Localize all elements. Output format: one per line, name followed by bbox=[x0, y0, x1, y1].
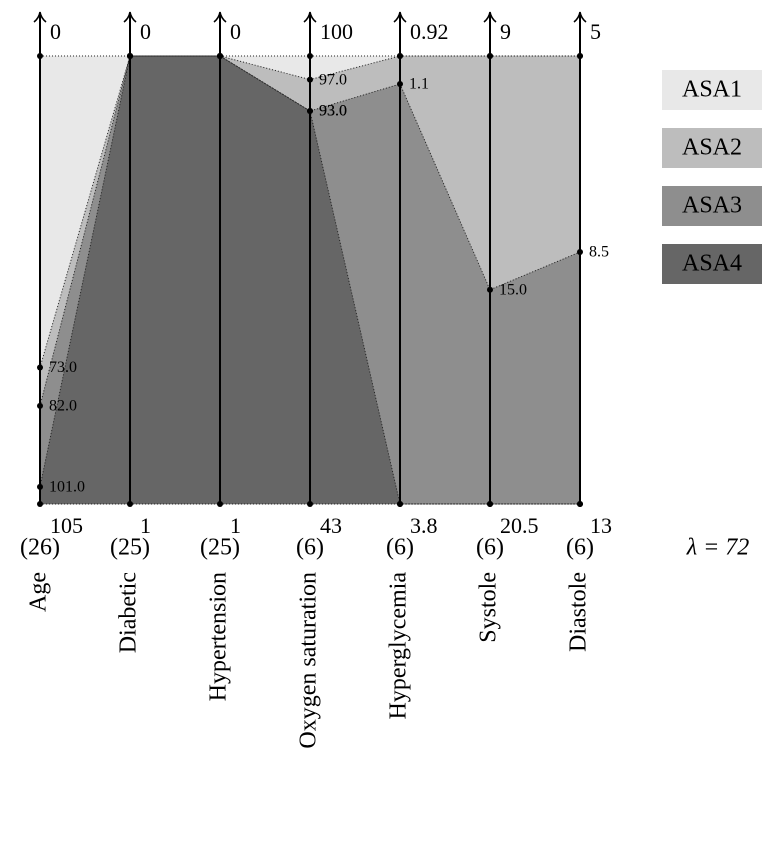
boundary-label: 1.1 bbox=[409, 76, 429, 93]
boundary-label: 73.0 bbox=[49, 359, 77, 376]
boundary-label: 93.0 bbox=[319, 103, 347, 120]
axis-name: Systole bbox=[476, 572, 502, 643]
boundary-label: 97.0 bbox=[319, 71, 347, 88]
axis-end-label: 105 bbox=[50, 513, 83, 538]
axis-name: Hyperglycemia bbox=[386, 572, 412, 720]
axis-name: Diastole bbox=[566, 572, 592, 652]
axis-end-label: 100 bbox=[320, 19, 353, 44]
axis-weight: (6) bbox=[386, 535, 414, 561]
boundary-dot bbox=[217, 53, 223, 59]
axis-end-dot bbox=[37, 53, 43, 59]
axis-end-label: 0.92 bbox=[410, 19, 449, 44]
axis-name: Oxygen saturation bbox=[296, 572, 322, 749]
axis-end-label: 13 bbox=[590, 513, 612, 538]
boundary-dot bbox=[487, 53, 493, 59]
boundary-label: 8.5 bbox=[589, 244, 609, 261]
boundary-dot bbox=[397, 81, 403, 87]
axis-name: Hypertension bbox=[206, 572, 232, 701]
boundary-dot bbox=[37, 483, 43, 490]
axis-arrow bbox=[33, 11, 47, 23]
axis-weight: (25) bbox=[200, 535, 240, 561]
axis-end-label: 43 bbox=[320, 513, 342, 538]
boundary-dot bbox=[487, 286, 493, 293]
axis-arrow bbox=[573, 11, 587, 23]
boundary-dot bbox=[127, 53, 133, 59]
axis-arrow bbox=[393, 11, 407, 23]
boundary-dot bbox=[577, 501, 583, 507]
axis-end-dot bbox=[127, 501, 133, 507]
boundary-label: 15.0 bbox=[499, 281, 527, 298]
axis-end-dot bbox=[307, 501, 313, 507]
axis-end-dot bbox=[217, 501, 223, 507]
axis-end-label: 0 bbox=[140, 19, 151, 44]
axis-end-label: 20.5 bbox=[500, 513, 539, 538]
legend-swatch bbox=[662, 186, 762, 226]
axis-end-label: 0 bbox=[50, 19, 61, 44]
boundary-label: 101.0 bbox=[49, 479, 85, 496]
boundary-dot bbox=[487, 501, 493, 507]
axis-end-label: 5 bbox=[590, 19, 601, 44]
boundary-label: 82.0 bbox=[49, 398, 77, 415]
axis-arrow bbox=[483, 11, 497, 23]
lambda-label: λ = 72 bbox=[686, 535, 750, 561]
axis-end-label: 0 bbox=[230, 19, 241, 44]
legend-swatch bbox=[662, 244, 762, 284]
axis-end-dot bbox=[307, 53, 313, 59]
axis-end-label: 3.8 bbox=[410, 513, 438, 538]
legend-label: ASA2 bbox=[682, 135, 742, 161]
axis-weight: (25) bbox=[110, 535, 150, 561]
axis-arrow bbox=[123, 11, 137, 23]
axis-end-dot bbox=[37, 501, 43, 507]
boundary-dot bbox=[307, 76, 313, 83]
axis-end-label: 9 bbox=[500, 19, 511, 44]
boundary-dot bbox=[37, 402, 43, 409]
legend-label: ASA1 bbox=[682, 77, 742, 103]
axis-weight: (26) bbox=[20, 535, 60, 561]
axis-name: Diabetic bbox=[116, 572, 142, 653]
legend-swatch bbox=[662, 70, 762, 110]
axis-weight: (6) bbox=[296, 535, 324, 561]
boundary-dot bbox=[577, 53, 583, 59]
boundary-dot bbox=[307, 108, 313, 115]
axis-end-label: 1 bbox=[230, 513, 241, 538]
boundary-dot bbox=[37, 364, 43, 371]
legend-swatch bbox=[662, 128, 762, 168]
axis-name: Age bbox=[26, 572, 52, 612]
axis-arrow bbox=[213, 11, 227, 23]
axis-arrow bbox=[303, 11, 317, 23]
boundary-dot bbox=[397, 501, 403, 507]
boundary-label: 93.0 bbox=[319, 103, 347, 120]
legend-label: ASA3 bbox=[682, 193, 742, 219]
boundary-dot bbox=[577, 249, 583, 255]
axis-end-label: 1 bbox=[140, 513, 151, 538]
boundary-dot bbox=[397, 53, 403, 59]
axis-weight: (6) bbox=[566, 535, 594, 561]
legend-label: ASA4 bbox=[682, 251, 742, 277]
axis-weight: (6) bbox=[476, 535, 504, 561]
